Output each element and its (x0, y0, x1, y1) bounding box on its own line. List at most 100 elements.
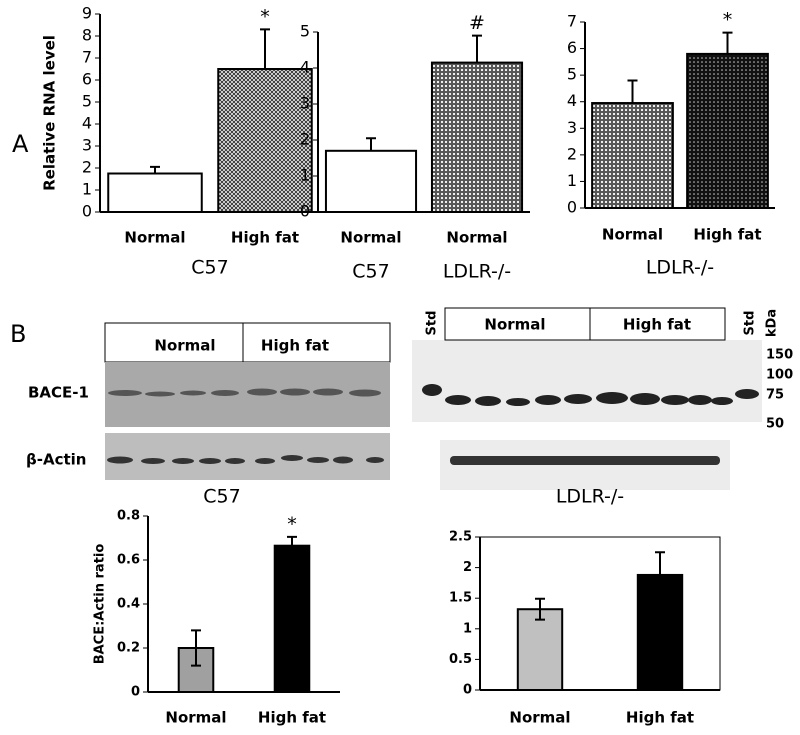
blot-label: C57 (203, 486, 240, 508)
group-label: LDLR-/- (646, 257, 714, 279)
blot-right: Normal High fat Std Std kDa 150 100 75 5… (412, 307, 793, 508)
y-tick-label: 5 (300, 22, 310, 41)
y-tick-label: 3 (82, 136, 92, 155)
marker-label: 75 (766, 388, 784, 403)
std-label: Std (743, 311, 758, 336)
x-tick-label: Normal (509, 709, 570, 727)
y-tick-label: 3 (567, 118, 577, 137)
error-bar (366, 137, 376, 151)
y-tick-label: 0.2 (117, 641, 140, 656)
y-tick-label: 3 (300, 94, 310, 113)
group-label: LDLR-/- (443, 261, 511, 283)
x-tick-label: Normal (602, 226, 663, 244)
y-tick-label: 1 (567, 171, 577, 190)
marker-label: 100 (766, 368, 793, 383)
y-tick-label: 1 (300, 166, 310, 185)
annotation: * (260, 6, 270, 28)
y-axis-label: Relative RNA level (41, 35, 59, 191)
unit-label: kDa (765, 309, 780, 337)
y-tick-label: 0 (300, 202, 310, 221)
blot-header (104, 322, 391, 363)
blot-row-label: β-Actin (26, 451, 86, 469)
panel-label: B (10, 320, 26, 348)
marker-label: 50 (766, 417, 784, 432)
y-tick-label: 2 (300, 130, 310, 149)
blot-image (412, 340, 762, 422)
error-bar (627, 79, 638, 104)
y-tick-label: 9 (82, 4, 92, 23)
panel-label: A (12, 130, 29, 158)
blot-label: LDLR-/- (556, 486, 624, 508)
group-label: C57 (352, 261, 389, 283)
blot-header-label: Normal (154, 337, 215, 355)
bands (450, 456, 720, 465)
y-tick-label: 6 (82, 70, 92, 89)
y-tick-label: 0.6 (117, 553, 140, 568)
error-bar (535, 597, 545, 621)
blot-header-label: High fat (261, 337, 329, 355)
annotation: * (287, 513, 297, 535)
blot-left: Normal High fat BACE-1 β-Actin C57 (26, 322, 391, 508)
y-tick-label: 4 (300, 58, 310, 77)
bar (686, 52, 769, 210)
x-tick-label: Normal (165, 709, 226, 727)
y-tick-label: 6 (567, 38, 577, 57)
blot-header (444, 307, 726, 341)
blot-header-label: Normal (484, 316, 545, 334)
y-tick-label: 4 (567, 91, 577, 110)
y-tick-label: 0 (82, 202, 92, 221)
marker-label: 150 (766, 348, 793, 363)
blot-header-label: High fat (623, 316, 691, 334)
y-tick-label: 7 (567, 12, 577, 31)
x-tick-label: Normal (340, 229, 401, 247)
y-tick-label: 1.5 (449, 591, 472, 606)
annotation: * (723, 9, 733, 31)
blot-image (105, 433, 390, 480)
x-tick-label: High fat (231, 229, 299, 247)
y-tick-label: 0.4 (117, 597, 140, 612)
y-axis-label: BACE:Actin ratio (93, 544, 108, 665)
y-tick-label: 0.5 (449, 652, 472, 667)
x-tick-label: High fat (693, 226, 761, 244)
y-tick-label: 7 (82, 48, 92, 67)
y-tick-label: 5 (82, 92, 92, 111)
y-tick-label: 0 (131, 685, 140, 700)
bar (516, 608, 564, 691)
error-bar (191, 629, 201, 667)
error-bar (655, 551, 665, 599)
y-tick-label: 2 (463, 560, 472, 575)
y-tick-label: 0 (567, 198, 577, 217)
x-tick-label: High fat (626, 709, 694, 727)
y-tick-label: 2 (567, 144, 577, 163)
y-tick-label: 2 (82, 158, 92, 177)
bar (273, 544, 311, 694)
blot-row-label: BACE-1 (28, 384, 89, 402)
bands (108, 388, 381, 397)
bands (107, 455, 384, 464)
plot-frame (479, 536, 721, 691)
bands (422, 384, 759, 406)
y-tick-label: 4 (82, 114, 92, 133)
annotation: # (469, 12, 485, 34)
y-tick-label: 8 (82, 26, 92, 45)
y-tick-label: 1 (463, 621, 472, 636)
y-tick-label: 0 (463, 683, 472, 698)
y-tick-label: 2.5 (449, 530, 472, 545)
error-bar (722, 31, 733, 54)
error-bar (260, 28, 270, 69)
y-tick-label: 5 (567, 65, 577, 84)
error-bar (472, 34, 482, 63)
x-tick-label: High fat (258, 709, 326, 727)
bar (107, 172, 203, 213)
bar (217, 68, 313, 213)
group-label: C57 (191, 257, 228, 279)
x-tick-label: Normal (124, 229, 185, 247)
x-tick-label: Normal (446, 229, 507, 247)
bar (591, 102, 674, 209)
error-bar (287, 535, 297, 556)
y-tick-label: 0.8 (117, 509, 140, 524)
std-label: Std (425, 311, 440, 336)
bar (430, 61, 524, 213)
error-bar (150, 165, 160, 174)
